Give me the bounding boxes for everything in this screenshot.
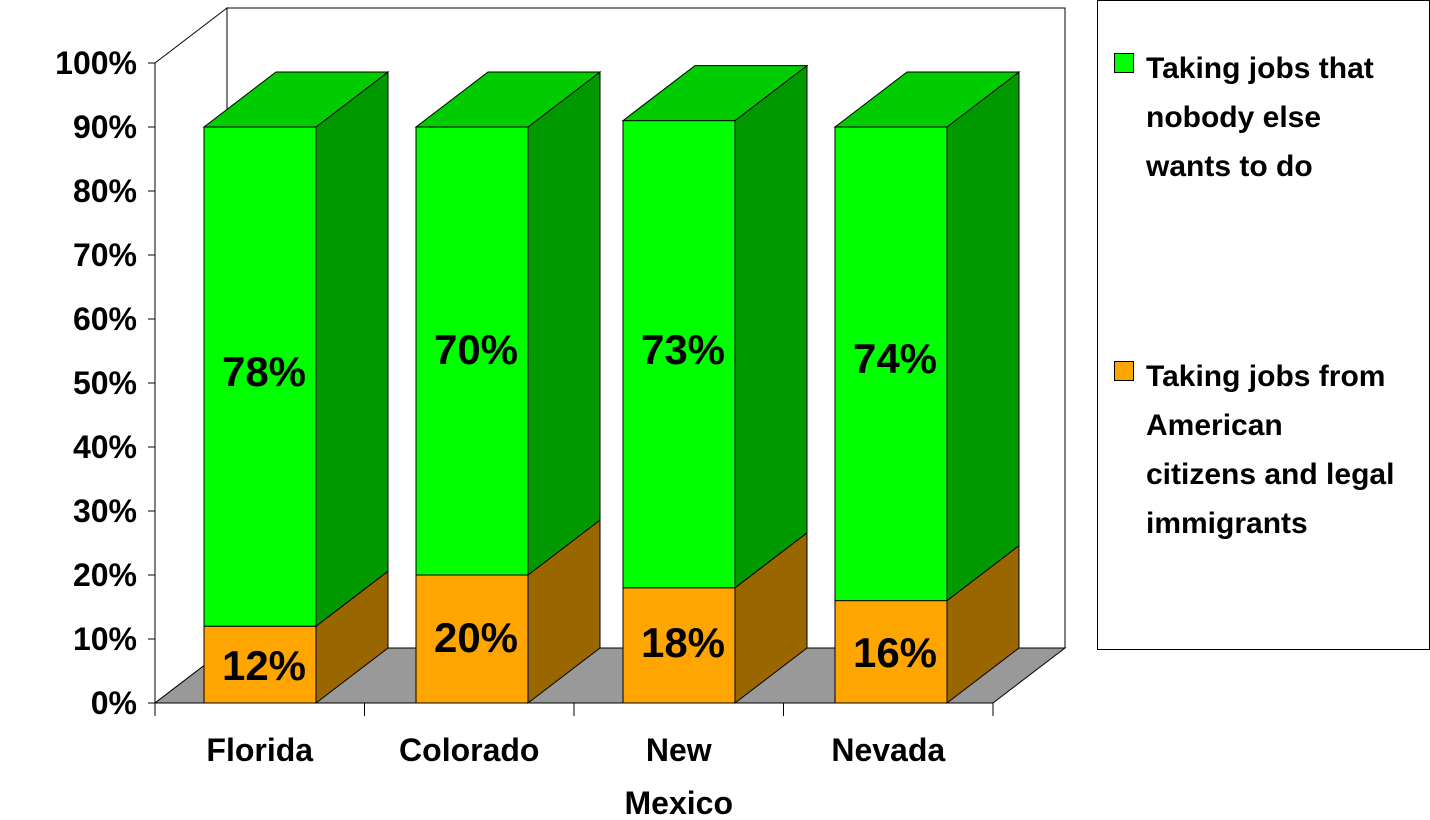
legend-item-nobody-wants: Taking jobs that nobody else wants to do — [1114, 44, 1396, 191]
data-label: 20% — [434, 614, 518, 661]
legend-swatch-orange — [1114, 361, 1134, 381]
legend-swatch-green — [1114, 53, 1134, 73]
bar-top — [202, 71, 390, 128]
bar-group — [621, 64, 809, 705]
bar-segment — [415, 126, 529, 576]
legend: Taking jobs that nobody else wants to do… — [1097, 0, 1430, 650]
y-tick-label: 10% — [73, 621, 137, 657]
bar-group — [833, 70, 1021, 705]
bar-top — [621, 65, 809, 122]
x-tick-label: Mexico — [625, 785, 733, 820]
y-tick-label: 70% — [73, 237, 137, 273]
y-tick-label: 30% — [73, 493, 137, 529]
x-tick-label: Florida — [206, 732, 313, 768]
data-label: 12% — [222, 642, 306, 689]
bar-side — [734, 64, 808, 589]
bar-segment — [834, 126, 948, 602]
y-tick-label: 50% — [73, 365, 137, 401]
y-tick-label: 60% — [73, 301, 137, 337]
data-label: 74% — [853, 335, 937, 382]
bar-top — [833, 71, 1021, 128]
y-tick-label: 90% — [73, 109, 137, 145]
bar-segment — [203, 126, 317, 627]
y-tick-label: 80% — [73, 173, 137, 209]
data-label: 16% — [853, 629, 937, 676]
legend-label-nobody-wants: Taking jobs that nobody else wants to do — [1146, 52, 1374, 183]
bars: 12% 20% 18% 16% 78% 70% 73% 74% — [202, 64, 1021, 705]
bar-top — [414, 71, 602, 128]
y-axis: 0% 10% 20% 30% 40% 50% 60% 70% 80% 90% 100% — [55, 45, 156, 721]
bar-group — [202, 70, 390, 705]
x-tick-label: Nevada — [831, 732, 945, 768]
data-label: 73% — [641, 326, 725, 373]
y-tick-label: 100% — [55, 45, 137, 81]
bar-group — [414, 70, 602, 705]
bar-segment — [622, 120, 736, 589]
x-axis: Florida Colorado New Mexico Nevada — [154, 702, 994, 820]
bar-side — [527, 70, 601, 577]
y-tick-label: 40% — [73, 429, 137, 465]
legend-item-from-citizens: Taking jobs from American citizens and l… — [1114, 352, 1396, 548]
x-tick-label: New — [646, 732, 712, 768]
bar-side — [946, 70, 1020, 602]
data-label: 78% — [222, 348, 306, 395]
bar-side — [315, 70, 389, 628]
stacked-bar-chart: 0% 10% 20% 30% 40% 50% 60% 70% 80% 90% 100% 12% 20%… — [55, 6, 1067, 820]
data-label: 18% — [641, 619, 725, 666]
legend-label-from-citizens: Taking jobs from American citizens and l… — [1146, 360, 1395, 540]
x-tick-label: Colorado — [399, 732, 539, 768]
y-tick-label: 0% — [91, 685, 137, 721]
y-tick-label: 20% — [73, 557, 137, 593]
data-label: 70% — [434, 326, 518, 373]
bar-segment — [415, 574, 529, 704]
bar-segment — [622, 587, 736, 704]
bar-segment — [834, 600, 948, 704]
